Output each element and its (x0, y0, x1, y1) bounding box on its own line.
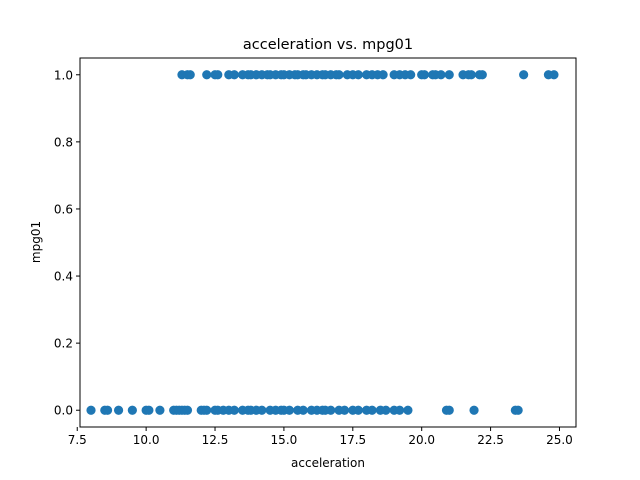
data-point (469, 405, 479, 415)
data-point (477, 70, 487, 80)
x-tick-label: 25.0 (546, 433, 573, 447)
data-point (257, 405, 267, 415)
x-axis-label: acceleration (291, 456, 365, 470)
data-point (406, 70, 416, 80)
data-point (213, 70, 223, 80)
chart-title: acceleration vs. mpg01 (243, 37, 413, 53)
x-tick-label: 15.0 (271, 433, 298, 447)
y-tick-label: 0.0 (54, 404, 73, 418)
data-point (513, 405, 523, 415)
data-point (378, 70, 388, 80)
data-point (298, 405, 308, 415)
data-point (202, 405, 212, 415)
data-point (127, 405, 137, 415)
data-point (367, 405, 377, 415)
y-tick-label: 0.8 (54, 135, 73, 149)
data-point (144, 405, 154, 415)
data-point (395, 405, 405, 415)
data-point (113, 405, 124, 415)
data-point (202, 70, 212, 80)
data-point (436, 70, 446, 80)
data-point (229, 70, 239, 80)
data-point (86, 405, 96, 415)
data-point (466, 70, 476, 80)
data-point (182, 405, 193, 415)
x-tick-label: 12.5 (202, 433, 229, 447)
data-point (229, 405, 239, 415)
data-point (403, 405, 413, 415)
data-point (419, 70, 430, 80)
data-point (326, 405, 336, 415)
data-point (444, 405, 454, 415)
data-point (155, 405, 165, 415)
plot-frame (79, 57, 577, 428)
data-point (102, 405, 113, 415)
y-tick-label: 1.0 (54, 68, 73, 82)
y-tick-label: 0.6 (54, 202, 73, 216)
y-tick-label: 0.2 (54, 337, 73, 351)
data-point (381, 405, 391, 415)
data-point (284, 405, 295, 415)
x-axis-ticks: 7.5 10.0 12.5 15.0 17.5 20.0 22.5 25.0 (68, 427, 573, 447)
data-points (86, 70, 559, 415)
data-point (185, 70, 195, 80)
x-tick-label: 10.0 (133, 433, 160, 447)
x-tick-label: 17.5 (339, 433, 366, 447)
y-axis-ticks: 0.0 0.2 0.4 0.6 0.8 1.0 (54, 68, 80, 418)
x-tick-label: 22.5 (477, 433, 504, 447)
data-point (519, 70, 529, 80)
data-point (444, 70, 454, 80)
y-tick-label: 0.4 (54, 270, 73, 284)
y-axis-label: mpg01 (29, 221, 43, 263)
x-tick-label: 7.5 (68, 433, 87, 447)
data-point (549, 70, 559, 80)
x-tick-label: 20.0 (408, 433, 435, 447)
data-point (353, 405, 363, 415)
data-point (334, 70, 344, 80)
data-point (353, 70, 363, 80)
data-point (339, 405, 350, 415)
